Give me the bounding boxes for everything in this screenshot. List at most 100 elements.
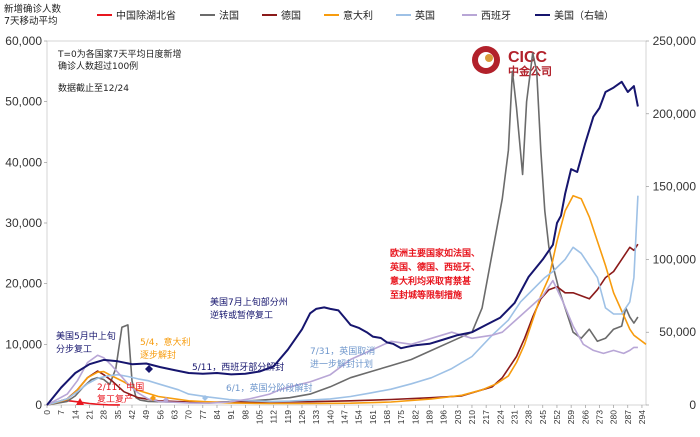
left-tick-label: 20,000	[5, 277, 42, 291]
annotation-us-may-1: 美国5月中上旬	[56, 330, 116, 342]
annotation-uk-june: 6/1，英国分阶段解封	[226, 382, 313, 394]
marker-spain-diamond-icon	[163, 397, 169, 403]
annotation-spain: 5/11，西班牙部分解封	[192, 361, 284, 373]
marker-uk-diamond-icon	[202, 395, 208, 401]
annotation-uk-july-2: 进一步解封计划	[310, 358, 373, 370]
left-tick-label: 10,000	[5, 337, 42, 351]
marker-china-triangle-icon	[76, 398, 84, 405]
left-tick-label: 60,000	[5, 34, 42, 48]
x-tick-label: 294	[637, 410, 647, 424]
x-tick-label: 147	[339, 410, 349, 424]
x-tick-label: 84	[212, 410, 222, 420]
annotation-europe-1: 欧洲主要国家如法国、	[390, 247, 480, 259]
x-tick-label: 56	[155, 410, 165, 420]
x-tick-label: 77	[198, 410, 208, 420]
x-tick-label: 49	[141, 410, 151, 420]
left-tick-label: 0	[35, 398, 42, 412]
left-tick-label: 30,000	[5, 216, 42, 230]
x-axis: 0 7 14 21 28 35 42 49 56 63 70 77 84 91 98 105 112 119 126…	[42, 405, 647, 424]
x-tick-label: 119	[283, 410, 293, 424]
marker-us-diamond-icon	[145, 365, 153, 373]
annotation-europe-2: 英国、德国、西班牙、	[389, 261, 480, 273]
legend-label-spain: 西班牙	[481, 10, 511, 22]
x-tick-label: 98	[240, 410, 250, 420]
logo-mark-dot-icon	[485, 54, 493, 62]
annotation-us-july-2: 逆转或暂停复工	[210, 309, 273, 321]
note-date: 数据截止至12/24	[58, 82, 129, 94]
x-tick-label: 133	[311, 410, 321, 424]
x-tick-label: 140	[325, 410, 335, 424]
x-tick-label: 70	[184, 410, 194, 420]
annotation-italy-1: 5/4，意大利	[140, 336, 191, 348]
annotation-us-may-2: 分步复工	[56, 343, 92, 355]
marker-italy-diamond-icon	[150, 395, 156, 401]
y-label-line2: 7天移动平均	[4, 15, 58, 27]
x-tick-label: 105	[254, 410, 264, 424]
x-tick-label: 7	[56, 410, 66, 415]
logo-text-top: CICC	[508, 49, 548, 66]
x-tick-label: 189	[424, 410, 434, 424]
right-tick-label: 250,000	[653, 34, 697, 48]
legend-label-italy: 意大利	[343, 9, 373, 22]
x-tick-label: 245	[538, 410, 548, 424]
x-tick-label: 63	[169, 410, 179, 420]
annotation-us-july-1: 美国7月上旬部分州	[210, 296, 288, 308]
x-tick-label: 280	[609, 410, 619, 424]
x-tick-label: 0	[42, 410, 52, 415]
x-tick-label: 266	[580, 410, 590, 424]
left-tick-label: 50,000	[5, 95, 42, 109]
annotation-europe-4: 至封城等限制措施	[390, 289, 462, 301]
right-tick-label: 200,000	[653, 107, 697, 121]
left-tick-label: 40,000	[5, 155, 42, 169]
x-tick-label: 161	[368, 410, 378, 424]
x-tick-label: 14	[70, 410, 80, 420]
annotations: 美国5月中上旬 分步复工 2/11：中国 复工复产 5/4，意大利 逐步解封 5…	[56, 247, 480, 405]
cicc-logo: CICC 中金公司	[472, 46, 552, 78]
right-tick-label: 0	[689, 398, 696, 412]
right-tick-label: 50,000	[659, 325, 696, 339]
legend-label-uk: 英国	[415, 9, 435, 22]
x-tick-label: 273	[594, 410, 604, 424]
legend-label-china: 中国除湖北省	[116, 9, 176, 22]
x-tick-label: 126	[297, 410, 307, 424]
x-tick-label: 42	[127, 410, 137, 420]
right-tick-label: 100,000	[653, 252, 697, 266]
legend: 中国除湖北省 法国 德国 意大利 英国 西班牙 美国（右轴）	[97, 9, 614, 22]
x-tick-label: 182	[410, 410, 420, 424]
x-tick-label: 28	[99, 410, 109, 420]
series-lines	[46, 52, 647, 406]
note-line2: 确诊人数超过100例	[58, 60, 138, 72]
annotation-uk-july-1: 7/31，英国取消	[310, 345, 375, 357]
note-line1: T=0为各国家7天平均日度新增	[57, 48, 182, 60]
y-label-line1: 新增确诊人数	[4, 3, 62, 15]
series-line-6	[46, 80, 639, 406]
x-tick-label: 203	[453, 410, 463, 424]
series-line-1	[46, 52, 639, 406]
x-tick-label: 175	[396, 410, 406, 424]
annotation-europe-3: 意大利均采取宵禁甚	[390, 275, 471, 287]
x-tick-label: 154	[354, 410, 364, 424]
series-line-4	[46, 195, 639, 406]
x-tick-label: 259	[566, 410, 576, 424]
x-tick-label: 196	[439, 410, 449, 424]
x-tick-label: 168	[382, 410, 392, 424]
legend-label-germany: 德国	[281, 9, 301, 22]
x-tick-label: 21	[84, 410, 94, 420]
series-line-5	[46, 279, 638, 406]
x-tick-label: 252	[552, 410, 562, 424]
legend-label-us: 美国（右轴）	[554, 9, 614, 22]
annotation-china-1: 2/11：中国	[97, 381, 144, 393]
right-y-axis: 0 50,000 100,000 150,000 200,000 250,000	[646, 34, 696, 412]
x-tick-label: 217	[481, 410, 491, 424]
x-tick-label: 91	[226, 410, 236, 420]
x-tick-label: 231	[509, 410, 519, 424]
x-tick-label: 112	[269, 410, 279, 424]
right-tick-label: 150,000	[653, 180, 697, 194]
event-markers	[76, 365, 208, 405]
x-tick-label: 287	[623, 410, 633, 424]
x-tick-label: 224	[495, 410, 505, 424]
x-tick-label: 238	[524, 410, 534, 424]
x-tick-label: 35	[113, 410, 123, 420]
x-tick-label: 210	[467, 410, 477, 424]
